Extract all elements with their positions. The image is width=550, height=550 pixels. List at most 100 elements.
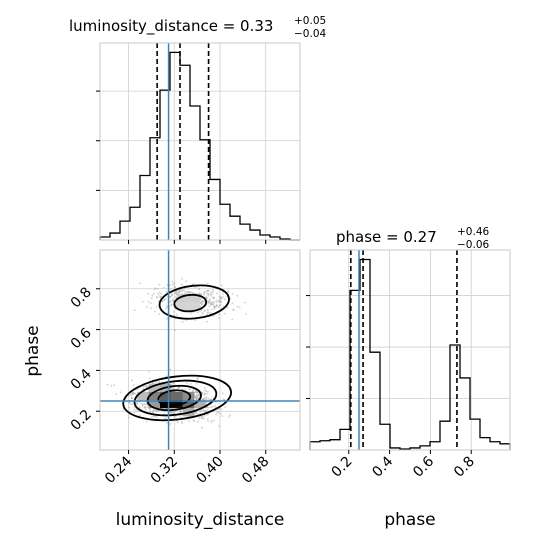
sample-point xyxy=(213,301,215,304)
sample-point xyxy=(141,300,144,303)
sample-point xyxy=(217,411,220,414)
sample-point xyxy=(113,384,115,387)
sample-point xyxy=(152,408,155,411)
sample-point xyxy=(197,288,200,291)
sample-point xyxy=(205,413,208,416)
sample-point xyxy=(229,414,232,416)
sample-point xyxy=(145,306,148,309)
sample-point xyxy=(201,302,203,304)
sample-point xyxy=(210,398,213,401)
x-axis-title-luminosity-distance: luminosity_distance xyxy=(116,510,285,530)
sample-point xyxy=(171,294,174,296)
sample-point xyxy=(148,370,150,373)
sample-point xyxy=(200,309,203,312)
sample-point xyxy=(195,391,198,394)
sample-point xyxy=(201,313,204,315)
sample-point xyxy=(196,397,199,399)
sample-point xyxy=(200,303,203,306)
sample-point xyxy=(205,398,208,400)
sample-point xyxy=(196,391,199,394)
sample-point xyxy=(127,416,130,419)
sample-point xyxy=(192,389,194,392)
sample-point xyxy=(145,385,148,388)
sample-point xyxy=(119,391,122,394)
sample-point xyxy=(172,298,174,301)
title-phase: phase = 0.27 xyxy=(336,228,437,246)
contour-5 xyxy=(158,284,230,320)
sample-point xyxy=(205,398,207,401)
sample-point xyxy=(155,296,158,299)
sample-point xyxy=(176,421,179,424)
sample-point xyxy=(181,290,183,293)
sample-point xyxy=(199,299,202,301)
sample-point xyxy=(193,413,196,415)
sample-point xyxy=(140,402,143,405)
sample-point xyxy=(141,403,144,406)
sample-point xyxy=(156,306,158,308)
sample-point xyxy=(213,306,216,309)
sample-point xyxy=(169,411,172,414)
sample-point xyxy=(218,408,221,410)
sample-point xyxy=(149,408,152,411)
sample-point xyxy=(208,301,211,304)
tick-label-ph-y-2: 0.6 xyxy=(68,325,95,352)
sample-point xyxy=(189,383,192,385)
sample-point xyxy=(164,417,167,420)
sample-point xyxy=(218,425,221,427)
sample-point xyxy=(163,298,165,301)
sample-point xyxy=(133,392,136,395)
sample-point xyxy=(228,416,231,418)
sample-point xyxy=(169,300,172,302)
density-cell-5 xyxy=(160,391,172,400)
sample-point xyxy=(192,419,195,422)
sample-point xyxy=(158,283,161,286)
sample-point xyxy=(207,309,209,312)
sample-point xyxy=(133,411,136,414)
sample-point xyxy=(177,386,180,389)
sample-point xyxy=(209,299,211,302)
sample-point xyxy=(186,291,189,293)
sample-point xyxy=(202,409,205,411)
sample-point xyxy=(106,383,109,386)
sample-point xyxy=(209,301,212,304)
title-luminosity-distance-minus: −0.04 xyxy=(294,28,326,40)
sample-point xyxy=(206,320,209,323)
sample-point xyxy=(223,312,226,315)
sample-point xyxy=(176,290,179,293)
sample-point xyxy=(137,388,139,391)
density-cell-7 xyxy=(182,391,195,400)
density-cell-0 xyxy=(160,400,172,409)
sample-point xyxy=(171,280,174,283)
sample-point xyxy=(130,394,132,396)
title-luminosity-distance-plus: +0.05 xyxy=(294,15,326,27)
frame-joint xyxy=(99,249,301,451)
sample-point xyxy=(159,296,162,299)
sample-point xyxy=(211,293,213,296)
sample-point xyxy=(214,404,216,407)
sample-point xyxy=(224,406,227,408)
sample-point xyxy=(194,286,196,289)
sample-point xyxy=(204,290,207,293)
sample-point xyxy=(204,392,207,395)
sample-point xyxy=(150,307,152,310)
sample-point xyxy=(175,293,178,295)
sample-point xyxy=(211,405,214,408)
sample-point xyxy=(165,307,167,310)
sample-point xyxy=(142,388,145,390)
sample-point xyxy=(195,394,198,397)
sample-point xyxy=(203,292,206,295)
sample-point xyxy=(244,301,246,304)
sample-point xyxy=(179,290,181,293)
sample-point xyxy=(202,398,205,400)
sample-point xyxy=(215,305,218,308)
density-cell-15 xyxy=(177,302,189,311)
sample-point xyxy=(189,291,192,293)
sample-point xyxy=(195,397,198,400)
sample-point xyxy=(201,398,204,401)
y-axis-title-phase: phase xyxy=(23,325,43,376)
sample-point xyxy=(178,386,181,389)
tick-label-ld-x-2: 0.40 xyxy=(193,454,226,487)
sample-point xyxy=(188,388,191,391)
sample-point xyxy=(138,414,141,417)
sample-point xyxy=(173,411,176,414)
